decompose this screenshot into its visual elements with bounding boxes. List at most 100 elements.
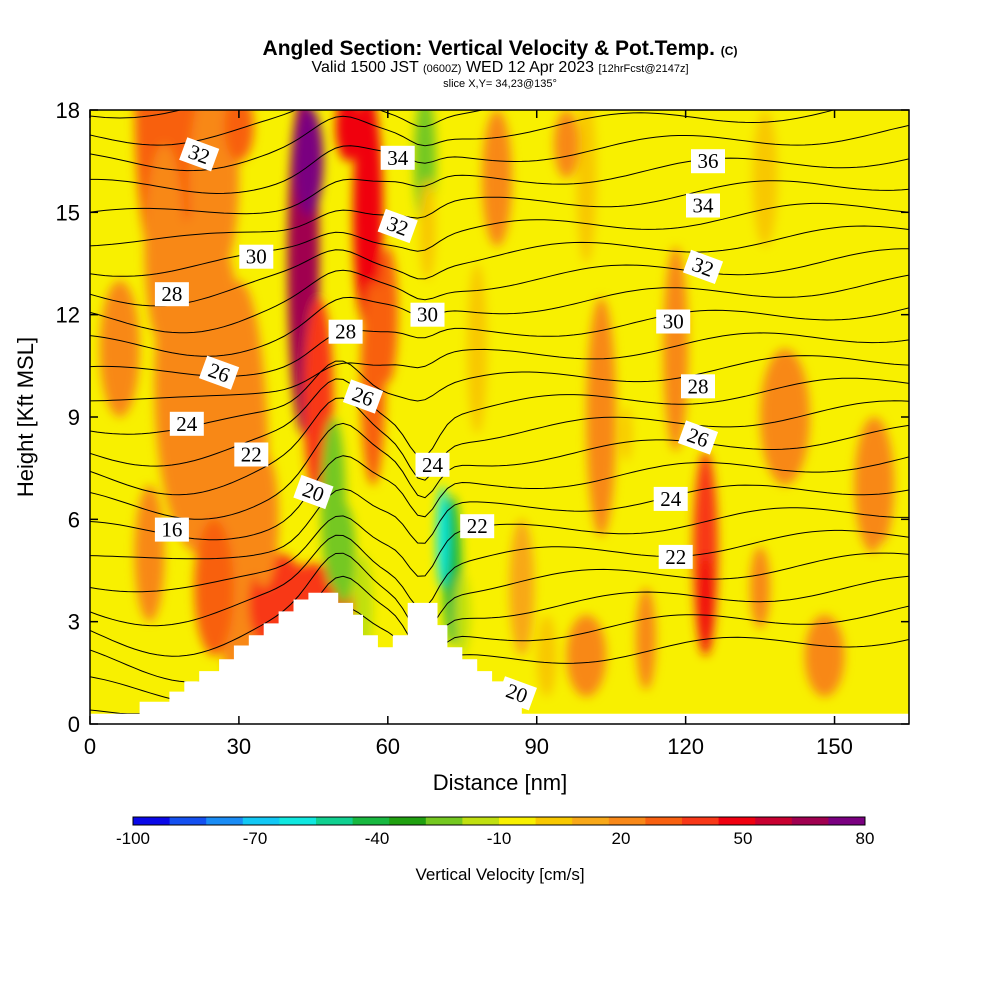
colorbar-swatch xyxy=(279,817,317,825)
colorbar-swatch xyxy=(499,817,537,825)
colorbar-swatch xyxy=(133,817,171,825)
velocity-cell xyxy=(189,110,239,281)
theta-contour xyxy=(90,377,909,467)
contour-label: 30 xyxy=(410,302,445,327)
chart-title: Angled Section: Vertical Velocity & Pot.… xyxy=(262,37,738,60)
contour-label: 24 xyxy=(415,452,450,477)
velocity-cell xyxy=(454,573,471,656)
velocity-cell xyxy=(224,110,254,162)
contour-label: 36 xyxy=(691,149,725,174)
colorbar-tick-label: 80 xyxy=(856,829,875,848)
theta-contour xyxy=(90,397,909,496)
colorbar-swatch xyxy=(791,817,829,825)
y-tick-label: 18 xyxy=(56,98,80,123)
terrain xyxy=(90,592,909,724)
theta-contour xyxy=(90,507,909,593)
contour-label: 20 xyxy=(496,676,537,711)
contour-label-text: 34 xyxy=(387,146,409,170)
x-tick-label: 120 xyxy=(667,734,704,759)
theta-contour xyxy=(90,248,909,334)
contour-label-text: 36 xyxy=(698,149,719,173)
contour-label: 28 xyxy=(154,282,189,307)
y-axis-label: Height [Kft MSL] xyxy=(13,337,38,497)
contour-label-text: 30 xyxy=(663,310,684,334)
contour-label-text: 28 xyxy=(688,374,709,398)
velocity-cell xyxy=(586,297,617,537)
colorbar-swatch xyxy=(572,817,610,825)
contour-label: 30 xyxy=(656,309,691,334)
contour-label: 16 xyxy=(154,517,189,542)
velocity-cell xyxy=(804,614,845,697)
contour-label-text: 22 xyxy=(241,443,262,467)
colorbar-swatch xyxy=(242,817,280,825)
colorbar-swatch xyxy=(682,817,720,825)
y-tick-label: 6 xyxy=(68,507,80,532)
colorbar-tick-label: -10 xyxy=(487,829,512,848)
velocity-cell xyxy=(699,553,712,656)
contour-label: 26 xyxy=(199,355,240,390)
colorbar-swatch xyxy=(425,817,463,825)
contour-label-text: 24 xyxy=(422,453,444,477)
theta-contour xyxy=(90,552,909,657)
contour-label: 20 xyxy=(293,474,334,510)
velocity-cell xyxy=(636,587,656,690)
velocity-cell xyxy=(874,543,895,598)
theta-contour xyxy=(90,355,909,435)
contour-label: 28 xyxy=(681,374,715,399)
contour-label-text: 34 xyxy=(693,194,715,218)
velocity-cell xyxy=(335,110,361,162)
velocity-cell xyxy=(760,348,810,486)
theta-contour xyxy=(90,332,909,402)
colorbar-swatch xyxy=(316,817,354,825)
y-tick-label: 15 xyxy=(56,200,80,225)
contour-label-text: 30 xyxy=(246,245,267,269)
contour-label: 24 xyxy=(653,486,688,511)
x-tick-label: 90 xyxy=(524,734,548,759)
velocity-cell xyxy=(620,406,633,462)
x-tick-label: 0 xyxy=(84,734,96,759)
contour-label-text: 30 xyxy=(417,303,438,327)
velocity-cell xyxy=(752,110,778,247)
chart-subtitle: Valid 1500 JST (0600Z) WED 12 Apr 2023 [… xyxy=(311,59,689,76)
theta-contour xyxy=(90,180,909,247)
colorbar-swatch xyxy=(352,817,390,825)
velocity-cell xyxy=(536,614,557,697)
y-tick-label: 12 xyxy=(56,303,80,328)
colorbar-swatch xyxy=(389,817,427,825)
velocity-cell xyxy=(99,280,140,417)
theta-contour xyxy=(90,157,909,215)
colorbar-swatch xyxy=(828,817,866,825)
colorbar-swatch xyxy=(535,817,573,825)
colorbar-swatch xyxy=(169,817,207,825)
velocity-cell xyxy=(293,110,324,216)
colorbar: -100 -70 -40 -10 20 50 80 xyxy=(116,816,875,848)
y-tick-label: 9 xyxy=(68,405,80,430)
colorbar-tick-label: 20 xyxy=(612,829,631,848)
theta-contour xyxy=(90,529,909,627)
velocity-cell xyxy=(663,246,689,452)
contour-label-text: 28 xyxy=(161,282,182,306)
contour-label: 30 xyxy=(239,244,274,269)
contour-label: 34 xyxy=(686,193,720,218)
contour-label: 24 xyxy=(169,411,204,436)
y-tick-label: 0 xyxy=(68,712,80,737)
theta-contour xyxy=(90,124,909,195)
contour-label-text: 22 xyxy=(467,514,488,538)
velocity-cell xyxy=(789,110,830,264)
velocity-cell xyxy=(134,485,165,622)
colorbar-tick-label: -40 xyxy=(365,829,390,848)
contour-label-text: 24 xyxy=(176,412,198,436)
contour-label-text: 24 xyxy=(660,487,682,511)
velocity-cell xyxy=(854,417,895,554)
velocity-cell xyxy=(467,263,488,435)
theta-contour xyxy=(90,110,485,146)
theta-contour xyxy=(90,110,836,172)
contour-label: 32 xyxy=(179,137,220,172)
velocity-cell xyxy=(750,546,771,629)
colorbar-swatch xyxy=(645,817,683,825)
colorbar-swatch xyxy=(718,817,756,825)
x-tick-label: 150 xyxy=(816,734,853,759)
theta-contour xyxy=(90,455,909,541)
